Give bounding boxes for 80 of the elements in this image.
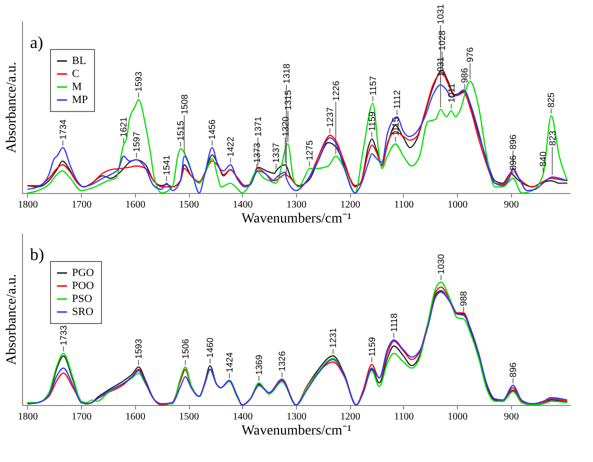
annotation: 1593	[134, 72, 144, 92]
annotation: 1320	[280, 116, 290, 136]
annotation: 1011	[446, 83, 456, 103]
x-tick-label: 1600	[125, 200, 146, 210]
x-tick-label: 1700	[72, 200, 92, 210]
y-axis-title: Absorbance/a.u.	[4, 274, 20, 365]
annotation: 1157	[368, 76, 378, 96]
annotation: 1112	[392, 90, 402, 109]
x-tick-label: 900	[504, 200, 519, 210]
x-tick-label: 1300	[286, 412, 306, 422]
legend-label: PGO	[72, 267, 94, 279]
annotation: 823	[547, 130, 558, 146]
annotation: 1030	[436, 254, 446, 274]
annotation: 1315	[282, 90, 293, 110]
annotation: 1115	[390, 117, 400, 136]
annotation: 1456	[207, 120, 218, 140]
x-tick-label: 1100	[394, 200, 414, 210]
x-tick-label: 1200	[340, 412, 360, 422]
x-tick-label: 1100	[394, 412, 414, 422]
chart-title: b)	[30, 245, 44, 264]
annotation: 1734	[58, 120, 68, 140]
annotation: 1541	[162, 155, 172, 176]
annotation: 1593	[134, 338, 144, 359]
annotation: 1231	[328, 328, 338, 348]
annotation: 896	[508, 134, 518, 150]
legend-label: SRO	[72, 306, 94, 318]
annotation: 825	[546, 92, 556, 108]
annotation: 1506	[180, 338, 190, 359]
annotation: 1460	[205, 338, 216, 358]
x-tick-label: 900	[504, 412, 519, 422]
annotation: 1159	[366, 112, 377, 131]
annotation: 976	[465, 47, 476, 62]
annotation: 1508	[179, 94, 190, 114]
annotation: 1369	[254, 354, 264, 375]
legend-label: BL	[72, 55, 86, 67]
x-tick-label: 1700	[72, 412, 92, 422]
x-tick-label: 1000	[448, 412, 468, 422]
annotation: 1226	[330, 80, 341, 101]
legend-label: M	[72, 81, 82, 93]
annotation: 1031	[436, 56, 446, 77]
legend-label: PSO	[72, 293, 92, 305]
x-axis-title: Wavenumbers/cm⁻¹	[242, 424, 352, 438]
x-tick-label: 1500	[179, 412, 200, 422]
annotation: 1031	[436, 4, 446, 24]
y-axis-title: Absorbance/a.u.	[4, 62, 20, 153]
legend-label: MP	[72, 94, 88, 106]
annotation: 896	[508, 362, 518, 378]
annotation: 1621	[118, 117, 129, 138]
x-tick-label: 1400	[232, 200, 253, 210]
annotation: 1422	[225, 136, 236, 157]
annotation: 1515	[175, 120, 186, 141]
x-tick-label: 1600	[125, 412, 146, 422]
x-tick-label: 1500	[179, 200, 200, 210]
annotation: 896	[508, 155, 518, 170]
annotation: 1118	[388, 313, 399, 332]
annotation: 988	[458, 291, 469, 306]
annotation: 1337	[271, 142, 282, 163]
annotation: 1159	[366, 337, 377, 356]
x-axis-title: Wavenumbers/cm⁻¹	[242, 212, 352, 226]
legend-label: POO	[72, 280, 94, 292]
annotation: 986	[460, 68, 470, 84]
x-tick-label: 1200	[340, 200, 360, 210]
x-tick-label: 1800	[18, 412, 38, 422]
x-tick-label: 1400	[232, 412, 253, 422]
chart-title: a)	[30, 33, 44, 52]
annotation: 840	[538, 152, 548, 167]
annotation: 1028	[437, 30, 448, 50]
annotation: 1424	[224, 352, 234, 372]
x-tick-label: 1000	[448, 200, 468, 210]
annotation: 1371	[252, 116, 263, 136]
annotation: 1733	[58, 325, 68, 346]
x-tick-label: 1300	[286, 200, 306, 210]
annotation: 1275	[304, 140, 314, 160]
x-tick-label: 1800	[18, 200, 38, 210]
legend-label: C	[72, 68, 80, 80]
annotation: 1373	[252, 142, 262, 163]
annotation: 1597	[131, 132, 142, 152]
annotation: 1326	[277, 351, 288, 372]
annotation: 1237	[324, 107, 335, 128]
annotation: 1318	[281, 64, 292, 84]
